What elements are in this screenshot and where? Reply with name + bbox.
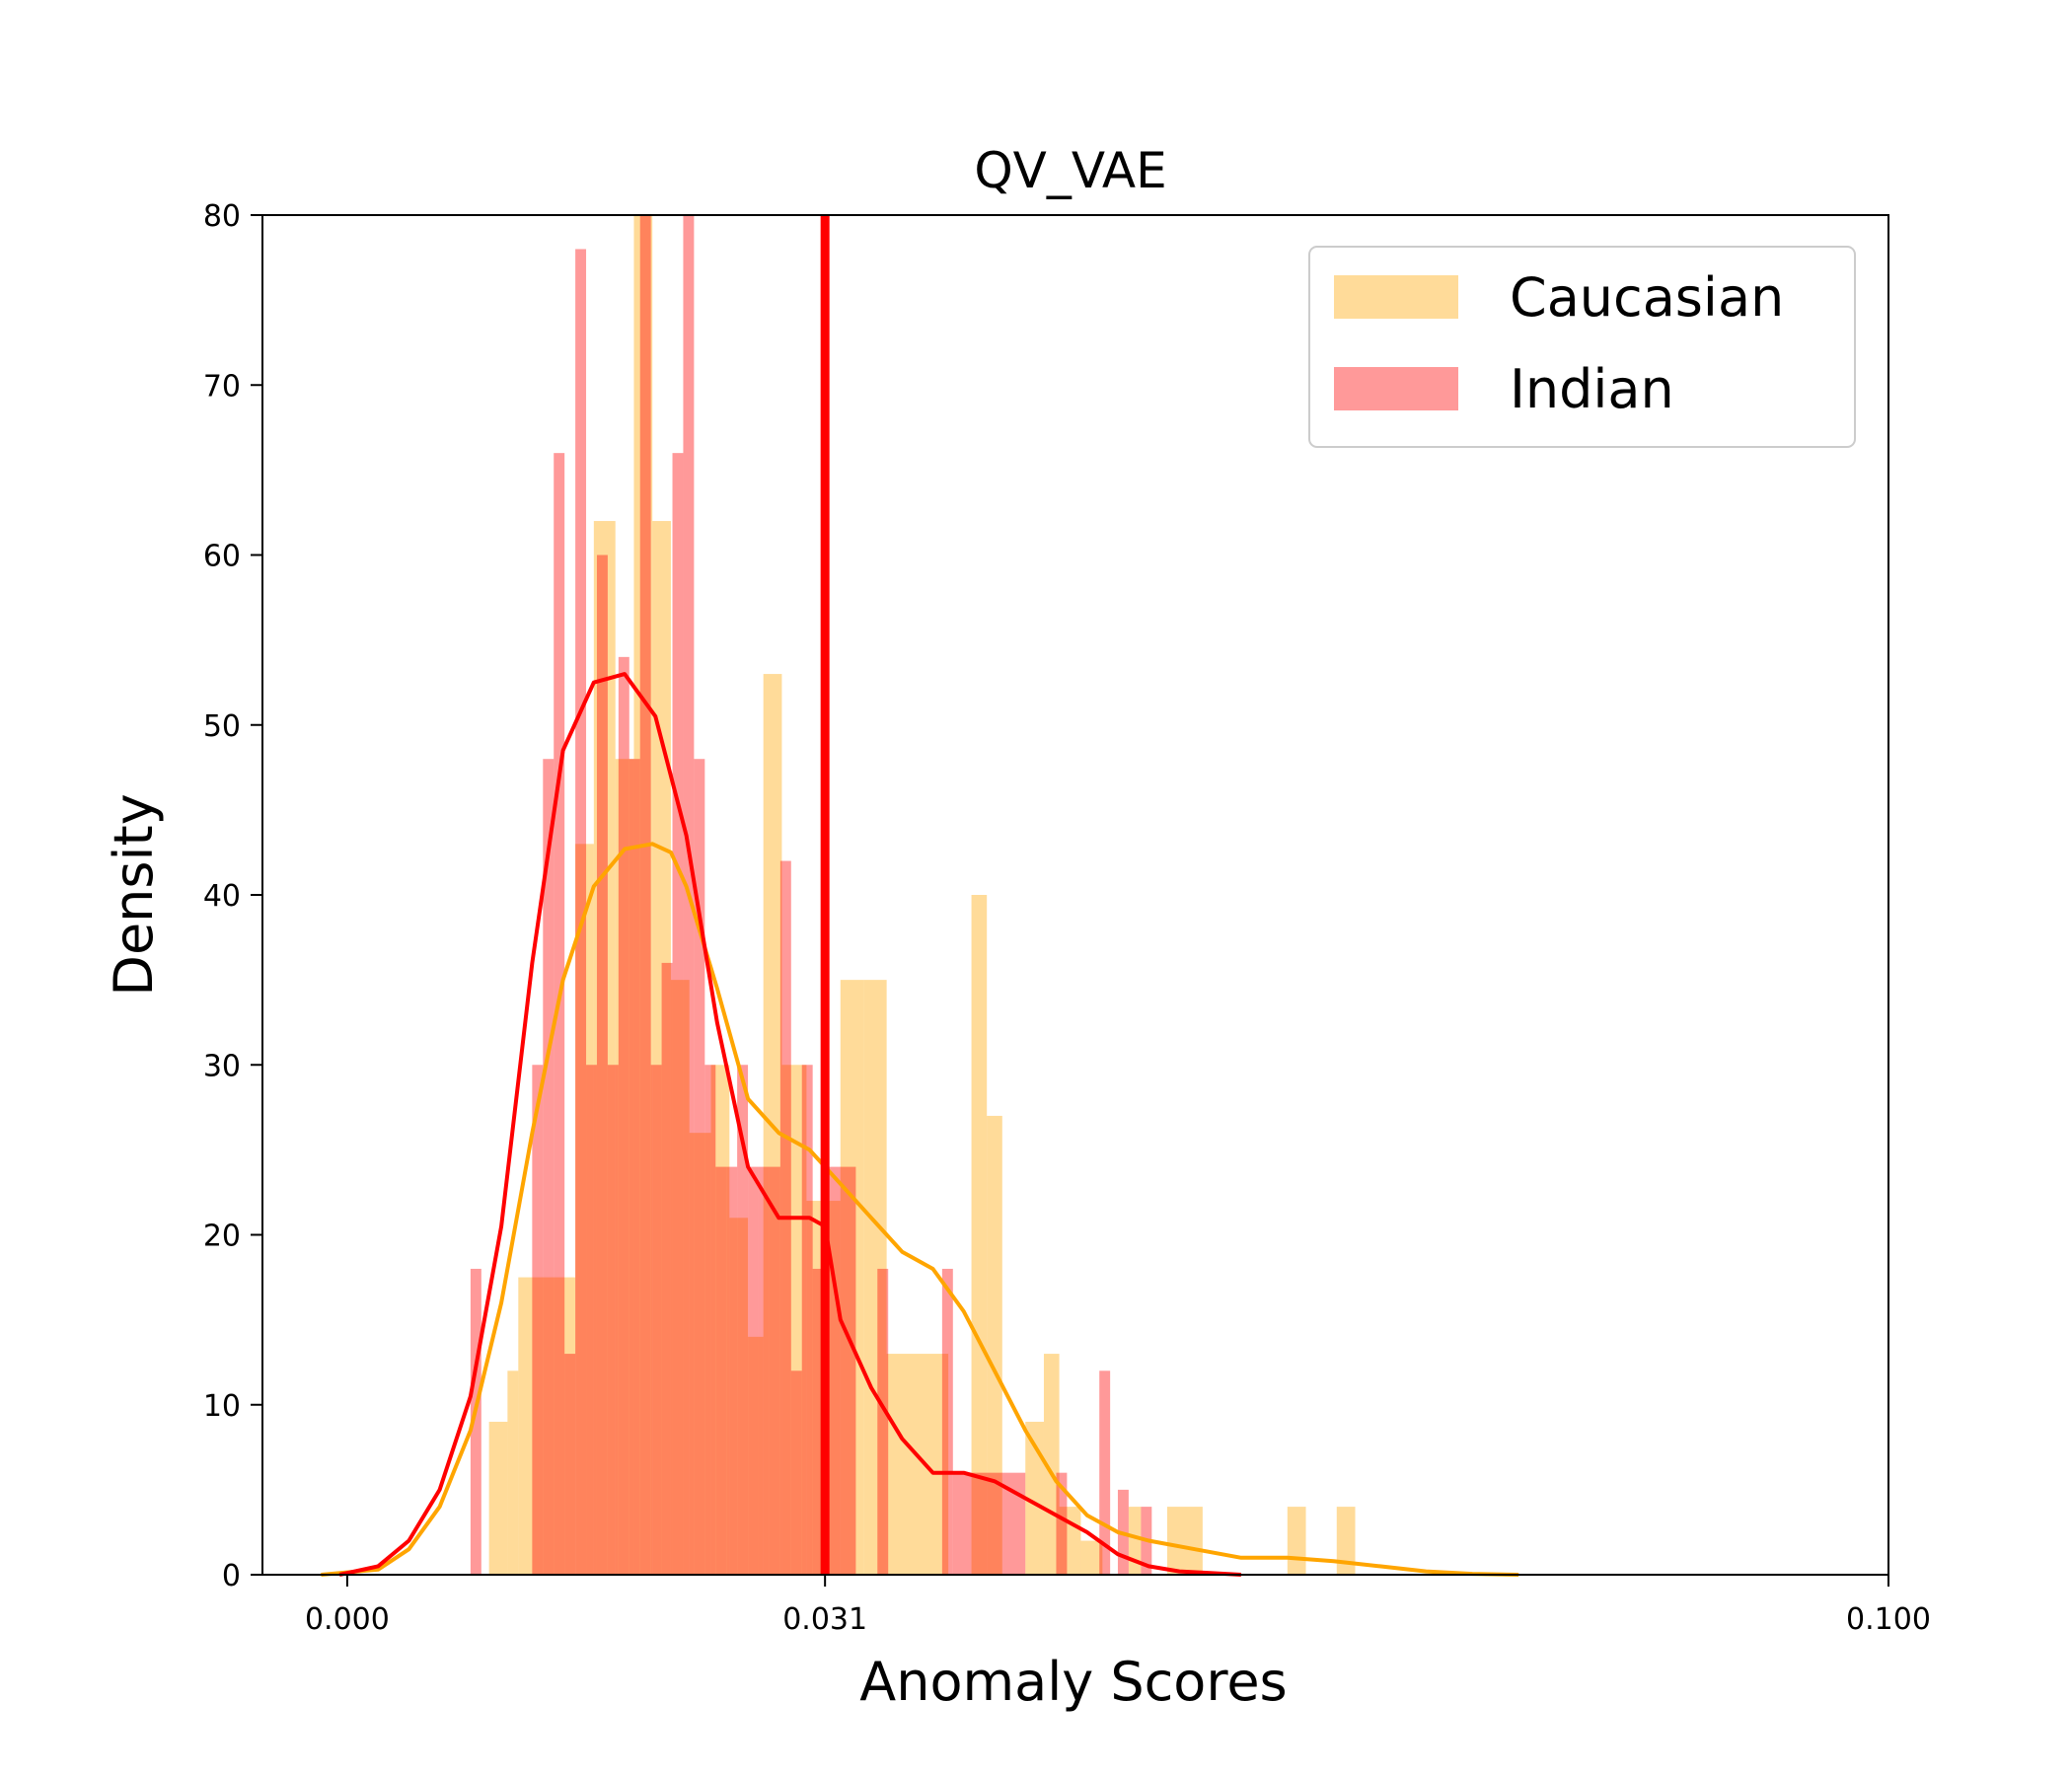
y-tick-label-6: 60 <box>203 540 241 574</box>
caucasian-bar-28 <box>1166 1507 1203 1575</box>
legend-box <box>1308 246 1856 448</box>
indian-bar-20 <box>737 1065 749 1575</box>
caucasian-bar-26 <box>1080 1540 1103 1575</box>
indian-bar-33 <box>1099 1370 1111 1575</box>
indian-bar-12 <box>650 1065 662 1575</box>
indian-bar-29 <box>877 1268 889 1575</box>
x-tick-label-0: 0.000 <box>305 1602 390 1637</box>
indian-bar-30 <box>941 1268 953 1575</box>
caucasian-bar-18 <box>840 980 864 1575</box>
indian-bar-14 <box>672 453 684 1575</box>
x-axis-title: Anomaly Scores <box>859 1651 1287 1713</box>
caucasian-bar-10 <box>670 980 690 1575</box>
indian-bar-8 <box>607 1065 619 1575</box>
y-tick-label-0: 0 <box>222 1559 241 1593</box>
legend-swatch-indian <box>1334 367 1458 410</box>
indian-bar-10 <box>629 759 640 1575</box>
indian-bar-3 <box>554 453 565 1575</box>
legend: Caucasian Indian <box>1308 246 1856 448</box>
caucasian-bar-24 <box>1043 1354 1060 1575</box>
caucasian-bar-13 <box>729 1218 749 1575</box>
indian-bar-4 <box>564 1354 576 1575</box>
indian-bar-7 <box>596 555 608 1575</box>
caucasian-bar-4 <box>535 1277 576 1575</box>
y-tick-label-2: 20 <box>203 1220 241 1254</box>
caucasian-bar-23 <box>1025 1421 1044 1575</box>
caucasian-bar-12 <box>710 1065 730 1575</box>
caucasian-bar-16 <box>781 1065 807 1575</box>
caucasian-bar-22 <box>987 1115 1002 1575</box>
y-axis: 0 10 20 30 40 50 60 70 80 <box>203 199 262 1593</box>
chart-title: QV_VAE <box>974 142 1166 199</box>
indian-bar-18 <box>715 1166 727 1575</box>
caucasian-bar-1 <box>488 1421 508 1575</box>
indian-bar-1 <box>532 1065 544 1575</box>
caucasian-bar-21 <box>971 895 988 1575</box>
plot-area <box>321 215 1519 1577</box>
indian-bar-32 <box>1056 1472 1068 1575</box>
caucasian-bar-8 <box>633 215 653 1575</box>
y-tick-label-1: 10 <box>203 1389 241 1424</box>
y-tick-label-7: 70 <box>203 369 241 404</box>
indian-bar-31 <box>952 1472 1026 1575</box>
x-axis: 0.000 0.031 0.100 <box>305 1575 1931 1637</box>
indian-bar-26 <box>801 1065 813 1575</box>
caucasian-bar-9 <box>652 521 671 1575</box>
x-tick-label-2: 0.100 <box>1846 1602 1931 1637</box>
caucasian-bar-14 <box>748 1336 764 1575</box>
indian-bar-6 <box>586 1065 597 1575</box>
indian-bar-22 <box>758 1166 770 1575</box>
indian-bar-19 <box>726 1166 738 1575</box>
indian-bar-16 <box>694 759 705 1575</box>
caucasian-bar-19 <box>863 980 887 1575</box>
indian-kde-line <box>338 672 1242 1577</box>
indian-bar-5 <box>575 249 587 1576</box>
caucasian-bar-29 <box>1287 1507 1306 1575</box>
indian-bar-21 <box>748 1166 759 1575</box>
indian-histogram <box>470 215 1152 1576</box>
y-tick-label-3: 30 <box>203 1049 241 1083</box>
y-tick-label-4: 40 <box>203 879 241 914</box>
caucasian-bar-7 <box>615 759 634 1575</box>
indian-bar-9 <box>618 656 629 1575</box>
caucasian-bar-3 <box>518 1277 536 1575</box>
indian-bar-17 <box>704 1065 716 1575</box>
legend-swatch-caucasian <box>1334 275 1458 319</box>
indian-bar-2 <box>543 759 555 1575</box>
indian-bar-0 <box>470 1268 481 1575</box>
caucasian-bar-6 <box>593 521 616 1575</box>
caucasian-bar-30 <box>1336 1507 1356 1575</box>
indian-bar-11 <box>639 215 651 1575</box>
legend-label-caucasian: Caucasian <box>1510 266 1784 329</box>
caucasian-bar-5 <box>575 844 594 1575</box>
legend-label-indian: Indian <box>1510 358 1674 420</box>
indian-bar-25 <box>790 1370 802 1575</box>
y-tick-label-5: 50 <box>203 709 241 744</box>
indian-bar-23 <box>769 1166 780 1575</box>
caucasian-histogram <box>488 215 1356 1575</box>
caucasian-bar-20 <box>886 1354 949 1575</box>
indian-bar-13 <box>661 962 673 1575</box>
indian-bar-27 <box>812 1268 824 1575</box>
caucasian-bar-11 <box>689 1133 711 1575</box>
y-axis-title: Density <box>103 793 165 996</box>
caucasian-kde-line <box>321 842 1519 1577</box>
caucasian-bar-2 <box>507 1370 519 1575</box>
x-tick-label-1: 0.031 <box>782 1602 867 1637</box>
y-tick-label-8: 80 <box>203 199 241 234</box>
